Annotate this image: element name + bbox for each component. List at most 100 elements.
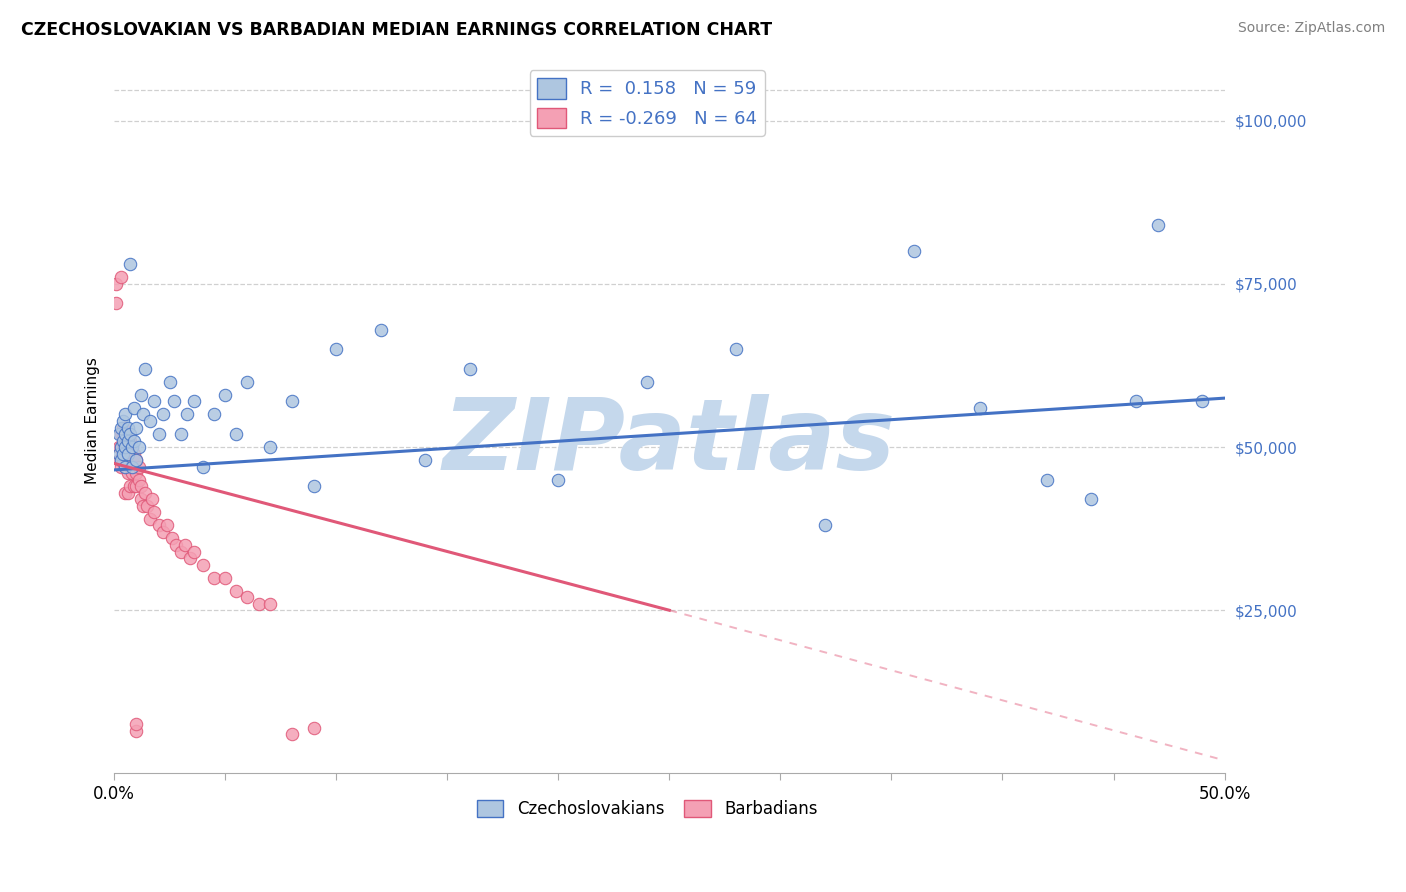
Point	[281, 727, 304, 741]
Point	[129, 492, 152, 507]
Point	[143, 394, 166, 409]
Point	[105, 277, 128, 291]
Point	[128, 440, 150, 454]
Point	[112, 427, 135, 442]
Point	[191, 558, 214, 572]
Point	[125, 717, 148, 731]
Legend: Czechoslovakians, Barbadians: Czechoslovakians, Barbadians	[470, 794, 824, 825]
Point	[114, 427, 136, 442]
Point	[117, 434, 139, 448]
Point	[110, 459, 132, 474]
Point	[129, 479, 152, 493]
Point	[117, 420, 139, 434]
Point	[125, 724, 148, 739]
Point	[160, 532, 183, 546]
Point	[325, 342, 347, 356]
Point	[214, 571, 236, 585]
Text: CZECHOSLOVAKIAN VS BARBADIAN MEDIAN EARNINGS CORRELATION CHART: CZECHOSLOVAKIAN VS BARBADIAN MEDIAN EARN…	[21, 21, 772, 39]
Point	[118, 447, 141, 461]
Point	[117, 447, 139, 461]
Point	[105, 296, 128, 310]
Point	[118, 257, 141, 271]
Point	[259, 597, 281, 611]
Point	[122, 459, 145, 474]
Point	[1125, 394, 1147, 409]
Point	[128, 473, 150, 487]
Point	[148, 427, 170, 442]
Point	[114, 459, 136, 474]
Point	[152, 524, 174, 539]
Point	[129, 388, 152, 402]
Point	[121, 459, 143, 474]
Point	[112, 434, 135, 448]
Point	[458, 361, 481, 376]
Point	[179, 551, 201, 566]
Point	[152, 408, 174, 422]
Y-axis label: Median Earnings: Median Earnings	[86, 358, 100, 484]
Point	[969, 401, 991, 415]
Point	[163, 394, 186, 409]
Text: ZIPatlas: ZIPatlas	[443, 393, 896, 491]
Point	[302, 479, 325, 493]
Point	[236, 375, 259, 389]
Point	[156, 518, 179, 533]
Point	[125, 453, 148, 467]
Point	[236, 591, 259, 605]
Point	[302, 721, 325, 735]
Point	[159, 375, 181, 389]
Point	[138, 414, 160, 428]
Point	[214, 388, 236, 402]
Point	[112, 414, 135, 428]
Point	[132, 408, 155, 422]
Point	[112, 440, 135, 454]
Point	[128, 459, 150, 474]
Point	[225, 427, 247, 442]
Point	[1036, 473, 1059, 487]
Point	[547, 473, 569, 487]
Point	[107, 453, 129, 467]
Point	[191, 459, 214, 474]
Point	[183, 394, 205, 409]
Point	[121, 466, 143, 480]
Point	[112, 420, 135, 434]
Point	[114, 440, 136, 454]
Point	[122, 434, 145, 448]
Point	[134, 361, 156, 376]
Point	[107, 447, 129, 461]
Point	[138, 512, 160, 526]
Point	[121, 440, 143, 454]
Point	[281, 394, 304, 409]
Point	[413, 453, 436, 467]
Point	[143, 505, 166, 519]
Point	[114, 447, 136, 461]
Point	[636, 375, 658, 389]
Point	[1080, 492, 1102, 507]
Point	[114, 485, 136, 500]
Point	[225, 583, 247, 598]
Point	[1191, 394, 1213, 409]
Point	[114, 440, 136, 454]
Point	[122, 447, 145, 461]
Point	[118, 479, 141, 493]
Point	[122, 479, 145, 493]
Point	[107, 440, 129, 454]
Point	[117, 434, 139, 448]
Point	[259, 440, 281, 454]
Point	[112, 447, 135, 461]
Point	[202, 408, 225, 422]
Point	[112, 453, 135, 467]
Text: Source: ZipAtlas.com: Source: ZipAtlas.com	[1237, 21, 1385, 36]
Point	[107, 427, 129, 442]
Point	[122, 401, 145, 415]
Point	[170, 544, 193, 558]
Point	[117, 485, 139, 500]
Point	[176, 408, 198, 422]
Point	[814, 518, 837, 533]
Point	[114, 459, 136, 474]
Point	[110, 440, 132, 454]
Point	[121, 440, 143, 454]
Point	[110, 440, 132, 454]
Point	[247, 597, 270, 611]
Point	[125, 466, 148, 480]
Point	[118, 459, 141, 474]
